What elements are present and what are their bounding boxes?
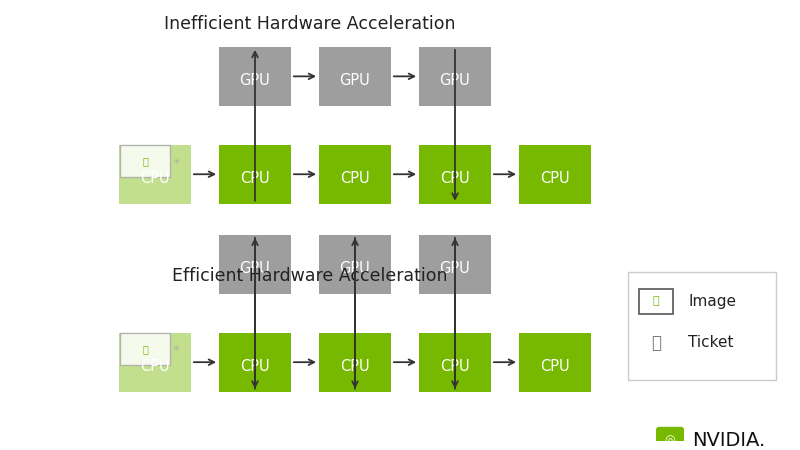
FancyBboxPatch shape	[219, 47, 291, 106]
Text: GPU: GPU	[240, 73, 270, 88]
FancyBboxPatch shape	[419, 333, 491, 392]
Text: 🐕: 🐕	[142, 344, 148, 354]
FancyBboxPatch shape	[419, 235, 491, 294]
FancyBboxPatch shape	[319, 333, 391, 392]
FancyBboxPatch shape	[219, 145, 291, 203]
Text: Efficient Hardware Acceleration: Efficient Hardware Acceleration	[172, 267, 448, 285]
Text: CPU: CPU	[440, 359, 470, 374]
FancyBboxPatch shape	[120, 333, 170, 365]
Text: Ticket: Ticket	[688, 335, 734, 350]
Text: NVIDIA.: NVIDIA.	[692, 431, 766, 450]
FancyBboxPatch shape	[319, 145, 391, 203]
FancyBboxPatch shape	[419, 47, 491, 106]
Text: CPU: CPU	[140, 359, 170, 374]
Text: Image: Image	[688, 294, 736, 309]
FancyBboxPatch shape	[219, 333, 291, 392]
FancyBboxPatch shape	[639, 289, 673, 314]
FancyBboxPatch shape	[519, 145, 591, 203]
Text: GPU: GPU	[240, 261, 270, 276]
FancyBboxPatch shape	[119, 333, 191, 392]
Text: CPU: CPU	[340, 359, 370, 374]
Text: GPU: GPU	[440, 73, 470, 88]
Text: ✳: ✳	[173, 157, 180, 166]
FancyBboxPatch shape	[119, 145, 191, 203]
Text: GPU: GPU	[340, 73, 370, 88]
FancyBboxPatch shape	[319, 47, 391, 106]
Text: CPU: CPU	[340, 171, 370, 186]
Text: GPU: GPU	[440, 261, 470, 276]
Text: ◎: ◎	[665, 434, 675, 447]
Text: CPU: CPU	[440, 171, 470, 186]
Text: CPU: CPU	[240, 171, 270, 186]
Text: CPU: CPU	[540, 359, 570, 374]
Text: 🐕: 🐕	[653, 297, 659, 306]
FancyBboxPatch shape	[219, 235, 291, 294]
Text: ✳: ✳	[173, 344, 180, 353]
Text: CPU: CPU	[140, 171, 170, 186]
FancyBboxPatch shape	[628, 272, 776, 380]
FancyBboxPatch shape	[120, 145, 170, 177]
FancyBboxPatch shape	[519, 333, 591, 392]
Text: 🎟: 🎟	[651, 333, 661, 351]
Text: CPU: CPU	[240, 359, 270, 374]
Text: Inefficient Hardware Acceleration: Inefficient Hardware Acceleration	[164, 15, 456, 33]
Text: GPU: GPU	[340, 261, 370, 276]
Text: CPU: CPU	[540, 171, 570, 186]
FancyBboxPatch shape	[656, 427, 684, 450]
Text: 🐕: 🐕	[142, 156, 148, 166]
FancyBboxPatch shape	[319, 235, 391, 294]
FancyBboxPatch shape	[419, 145, 491, 203]
